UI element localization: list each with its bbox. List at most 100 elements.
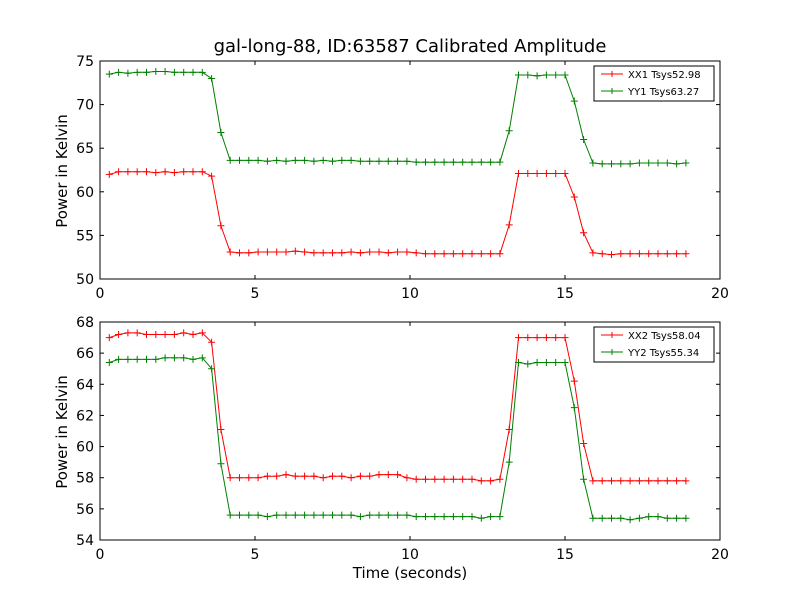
data-point-yy2 bbox=[673, 514, 681, 522]
x-tick-label: 0 bbox=[96, 286, 105, 302]
data-point-yy1 bbox=[524, 71, 532, 79]
data-point-yy2 bbox=[161, 354, 169, 362]
bottom-chart: Power in Kelvin Time (seconds) 0 5 10 15 20 5… bbox=[53, 315, 729, 582]
data-point-yy2 bbox=[329, 511, 336, 519]
data-point-xx2 bbox=[105, 334, 113, 342]
data-point-xx2 bbox=[366, 472, 374, 480]
data-point-xx1 bbox=[394, 248, 402, 256]
data-point-yy2 bbox=[663, 514, 671, 522]
data-point-xx2 bbox=[626, 477, 634, 485]
data-point-yy1 bbox=[254, 156, 262, 164]
data-point-yy2 bbox=[170, 354, 178, 362]
data-point-yy2 bbox=[570, 404, 578, 412]
y-tick-label: 70 bbox=[76, 98, 94, 114]
data-point-xx1 bbox=[570, 193, 578, 201]
data-point-yy1 bbox=[105, 70, 113, 78]
data-point-yy2 bbox=[440, 513, 448, 521]
y-tick-label: 75 bbox=[76, 54, 94, 70]
data-point-yy2 bbox=[505, 458, 513, 466]
data-point-yy2 bbox=[115, 355, 123, 363]
data-point-xx1 bbox=[124, 168, 132, 176]
data-point-yy1 bbox=[263, 157, 271, 165]
data-point-yy1 bbox=[394, 157, 402, 165]
data-point-yy2 bbox=[496, 513, 504, 521]
data-point-yy2 bbox=[561, 358, 569, 366]
data-point-yy1 bbox=[617, 160, 625, 168]
data-point-xx1 bbox=[161, 168, 169, 176]
data-point-yy2 bbox=[542, 358, 550, 366]
data-point-xx2 bbox=[682, 477, 690, 485]
data-point-yy1 bbox=[645, 159, 653, 167]
data-point-xx1 bbox=[403, 248, 411, 256]
data-point-xx2 bbox=[310, 472, 318, 480]
data-point-xx2 bbox=[617, 477, 625, 485]
data-point-yy1 bbox=[440, 158, 448, 166]
data-point-xx2 bbox=[524, 334, 532, 342]
y-tick-label: 58 bbox=[76, 471, 94, 487]
data-point-xx1 bbox=[115, 168, 123, 176]
data-point-xx2 bbox=[496, 475, 504, 483]
data-point-xx2 bbox=[673, 477, 681, 485]
data-point-yy1 bbox=[347, 156, 355, 164]
legend-marker-xx2 bbox=[609, 332, 615, 338]
data-point-xx1 bbox=[617, 250, 625, 258]
data-point-yy1 bbox=[561, 71, 569, 79]
data-point-xx1 bbox=[319, 249, 327, 257]
data-point-yy1 bbox=[291, 156, 299, 164]
data-point-yy2 bbox=[245, 511, 253, 519]
data-point-yy1 bbox=[542, 71, 550, 79]
data-point-yy2 bbox=[487, 513, 495, 521]
data-point-yy1 bbox=[682, 159, 690, 167]
data-point-yy1 bbox=[143, 68, 150, 76]
data-point-yy2 bbox=[319, 511, 327, 519]
data-point-xx2 bbox=[654, 477, 662, 485]
y-tick-label: 50 bbox=[76, 272, 94, 288]
data-point-yy1 bbox=[338, 156, 346, 164]
legend-marker-yy2 bbox=[609, 349, 615, 355]
data-point-xx1 bbox=[291, 247, 299, 255]
data-point-xx2 bbox=[663, 477, 671, 485]
data-point-xx1 bbox=[338, 249, 346, 257]
data-point-xx2 bbox=[347, 474, 355, 482]
data-point-xx2 bbox=[533, 334, 541, 342]
legend-label-yy1: YY1 Tsys63.27 bbox=[627, 87, 699, 98]
data-point-yy2 bbox=[533, 358, 541, 366]
data-point-xx1 bbox=[468, 250, 476, 258]
data-point-yy2 bbox=[394, 511, 402, 519]
data-point-xx1 bbox=[580, 229, 588, 237]
legend-marker-xx1 bbox=[609, 71, 615, 77]
data-point-xx1 bbox=[682, 250, 690, 258]
data-point-xx1 bbox=[375, 248, 383, 256]
data-point-xx1 bbox=[561, 169, 569, 177]
data-point-xx1 bbox=[301, 248, 309, 256]
data-point-xx1 bbox=[496, 250, 504, 258]
y-tick-label: 60 bbox=[76, 440, 94, 456]
data-point-yy1 bbox=[589, 159, 597, 167]
data-point-yy1 bbox=[626, 160, 634, 168]
data-point-yy1 bbox=[152, 67, 160, 75]
bottom-legend: XX2 Tsys58.04 YY2 Tsys55.34 bbox=[593, 326, 715, 363]
top-chart: gal-long-88, ID:63587 Calibrated Amplitu… bbox=[53, 36, 729, 302]
data-point-xx2 bbox=[115, 330, 123, 338]
data-point-xx2 bbox=[459, 475, 467, 483]
data-point-yy2 bbox=[347, 511, 355, 519]
data-point-yy1 bbox=[663, 159, 671, 167]
data-point-yy2 bbox=[282, 511, 290, 519]
data-point-yy1 bbox=[449, 158, 457, 166]
data-point-xx1 bbox=[208, 172, 216, 180]
data-point-xx2 bbox=[449, 475, 457, 483]
data-point-xx1 bbox=[533, 169, 541, 177]
data-point-xx1 bbox=[515, 169, 522, 177]
data-point-xx2 bbox=[356, 472, 364, 480]
data-point-xx2 bbox=[394, 471, 402, 479]
data-point-xx1 bbox=[589, 249, 597, 257]
data-point-yy2 bbox=[375, 511, 383, 519]
data-point-yy1 bbox=[189, 68, 197, 76]
data-point-xx2 bbox=[291, 472, 299, 480]
data-point-yy1 bbox=[422, 158, 429, 166]
data-point-xx2 bbox=[645, 477, 653, 485]
data-point-xx2 bbox=[143, 330, 150, 338]
data-point-yy2 bbox=[515, 358, 522, 366]
data-point-xx1 bbox=[143, 168, 150, 176]
data-point-yy2 bbox=[143, 355, 150, 363]
